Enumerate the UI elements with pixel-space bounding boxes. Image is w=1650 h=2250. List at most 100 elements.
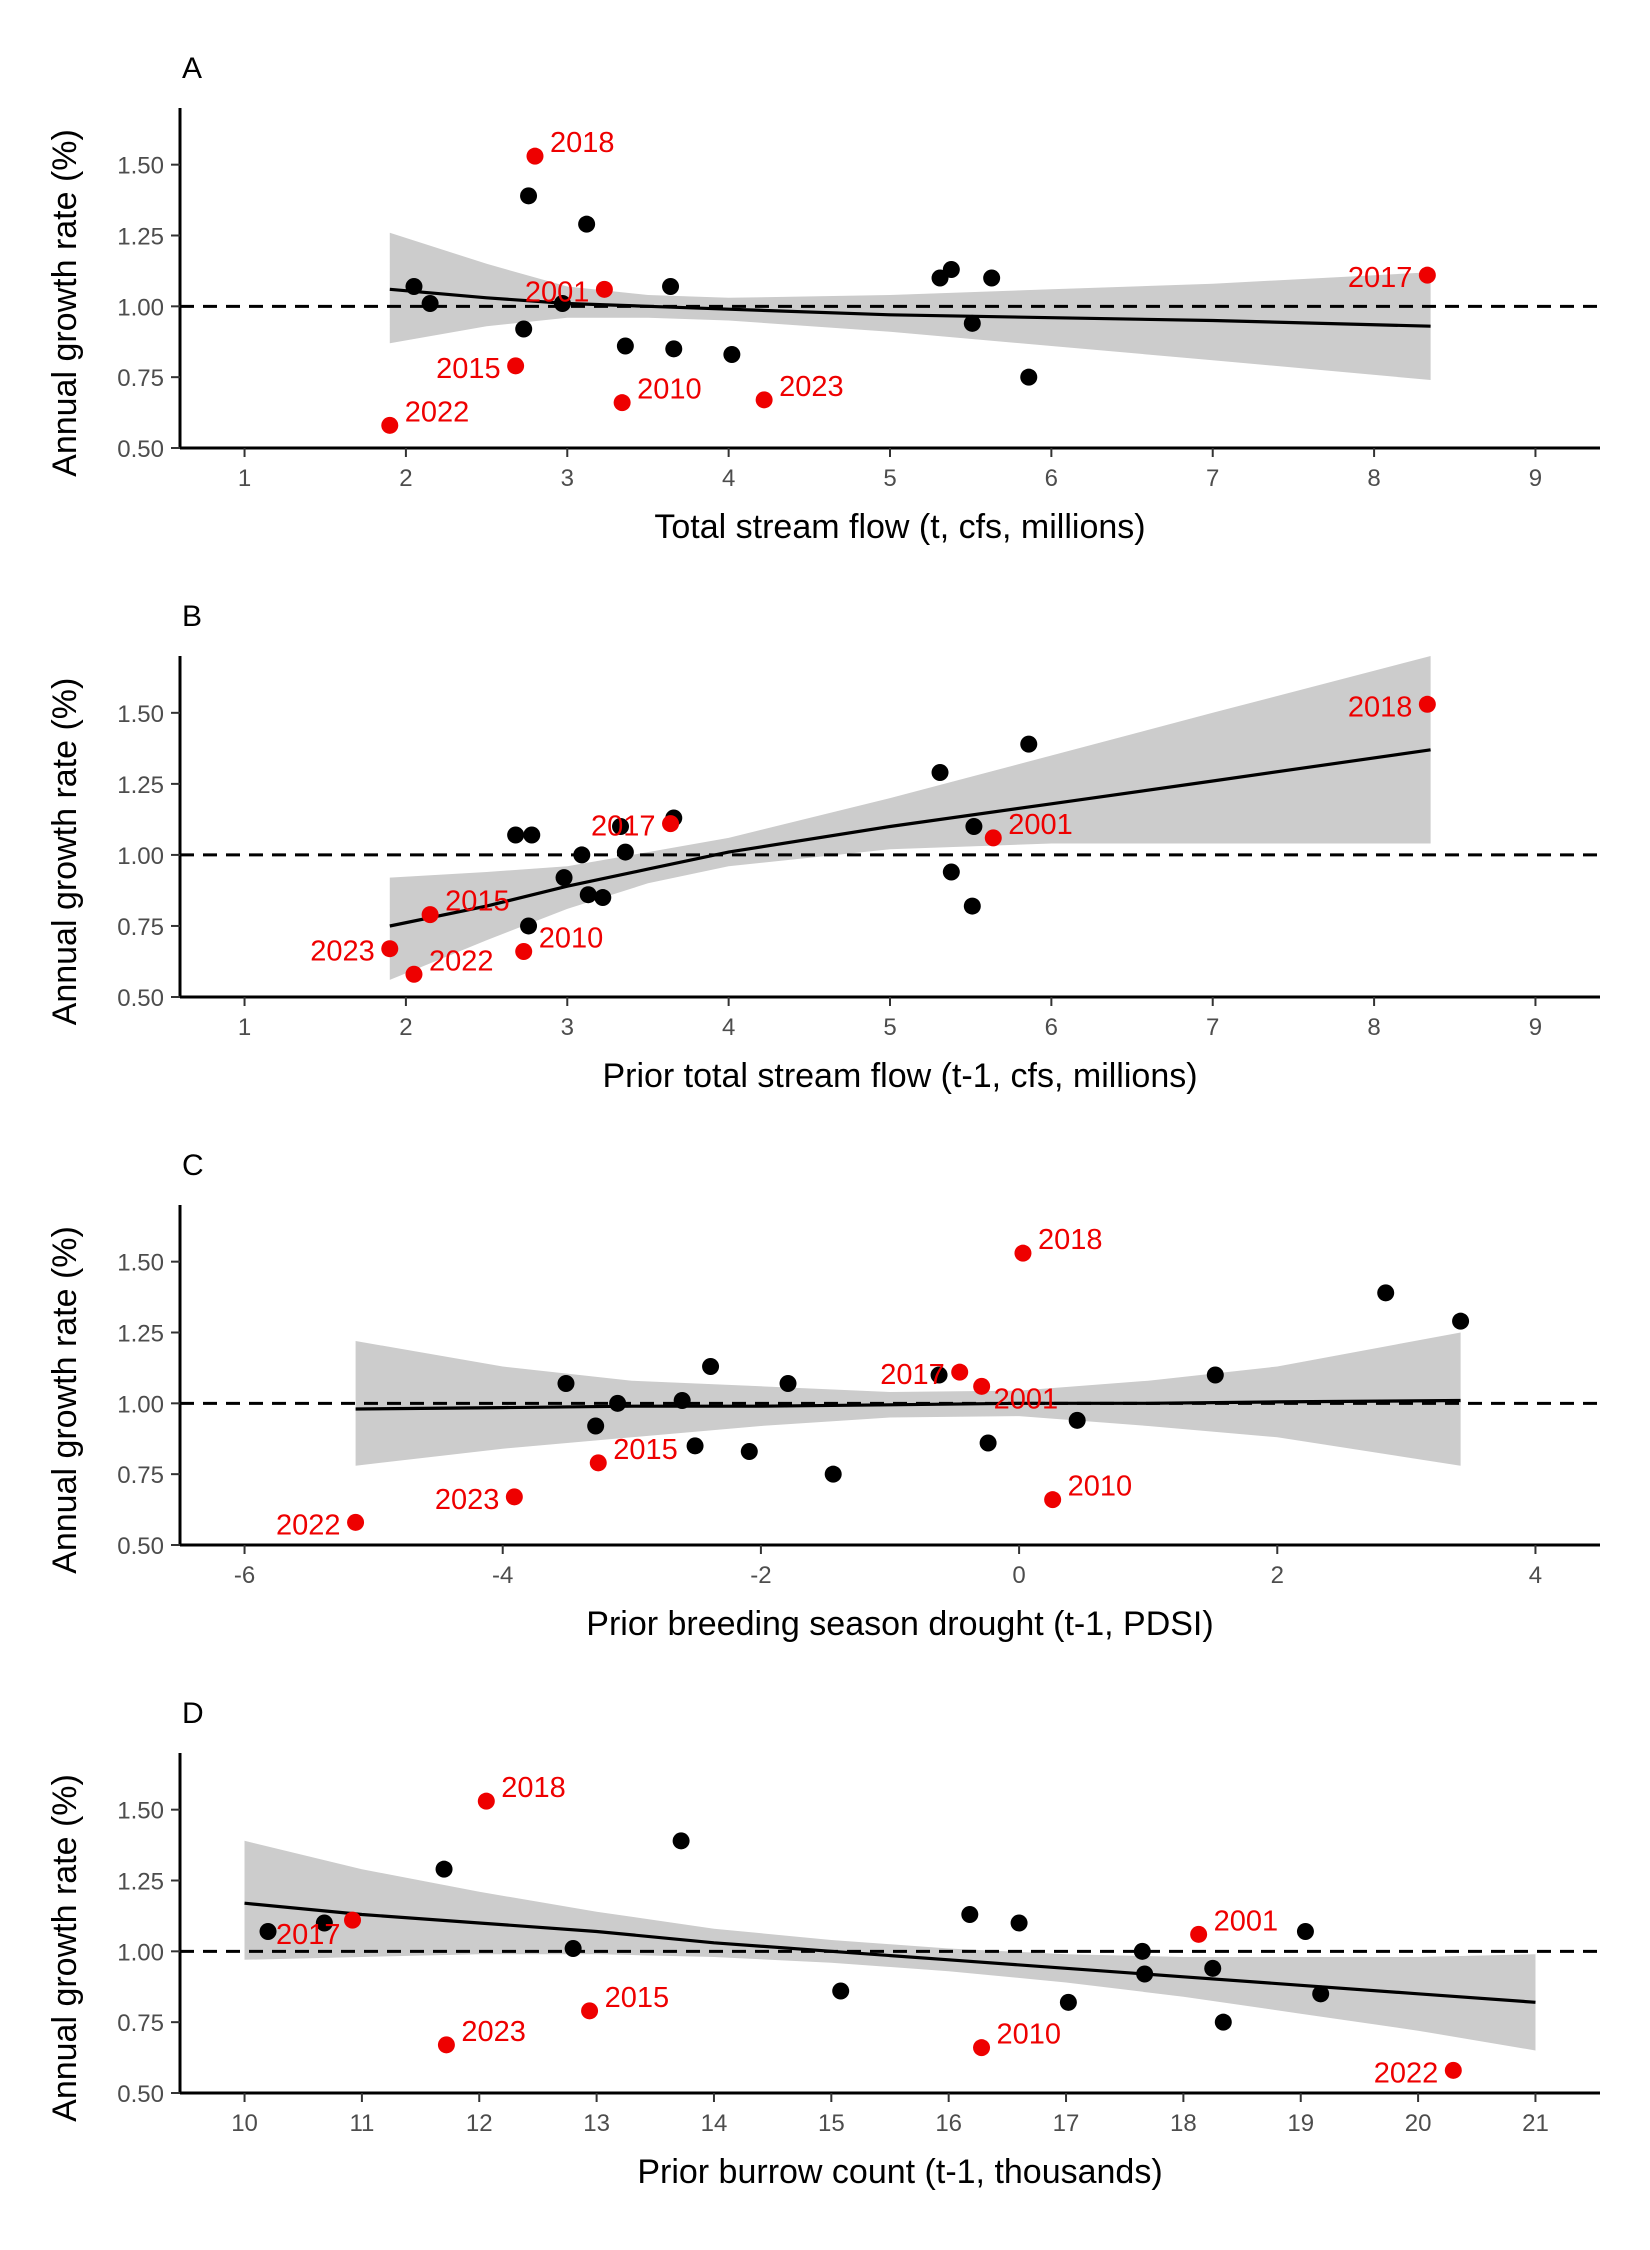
y-tick-label: 1.50 <box>117 1798 164 1825</box>
highlight-point-2015 <box>421 906 439 924</box>
x-tick-label: 7 <box>1206 465 1219 492</box>
data-point <box>963 897 981 915</box>
fit-line <box>355 1398 1461 1411</box>
y-tick-label: 1.00 <box>117 294 164 321</box>
highlight-point-2001 <box>973 1377 991 1395</box>
year-label-2015: 2015 <box>436 353 501 385</box>
data-point <box>1020 735 1038 753</box>
year-label-2001: 2001 <box>1008 809 1073 841</box>
data-point <box>1204 1959 1222 1977</box>
year-label-2023: 2023 <box>461 2016 526 2048</box>
year-label-2018: 2018 <box>1348 691 1413 723</box>
highlight-point-2018 <box>477 1792 495 1810</box>
highlight-point-2023 <box>381 940 399 958</box>
panel-b: 2018 2017 2001 2015 2023 2022 2010 0.50 0.75 1.00… <box>46 600 1600 1095</box>
x-tick-label: 8 <box>1367 1014 1380 1041</box>
data-point <box>665 340 683 358</box>
year-label-2017: 2017 <box>880 1359 945 1391</box>
data-point <box>555 869 573 887</box>
highlight-point-2010 <box>613 394 631 412</box>
confidence-band <box>355 1332 1461 1466</box>
x-tick-label: 11 <box>349 2110 374 2137</box>
x-tick-label: 13 <box>583 2110 610 2137</box>
highlight-point-2017 <box>344 1911 362 1929</box>
year-label-2017: 2017 <box>1348 262 1413 294</box>
x-tick-label: -4 <box>492 1562 513 1589</box>
highlight-point-2022 <box>405 965 423 983</box>
x-tick-label: 19 <box>1287 2110 1314 2137</box>
y-tick-label: 0.50 <box>117 985 164 1012</box>
y-tick-label: 0.50 <box>117 2081 164 2108</box>
year-label-2015: 2015 <box>613 1434 678 1466</box>
data-point <box>612 818 630 835</box>
data-point <box>579 886 597 904</box>
highlight-point-2017 <box>1418 266 1436 284</box>
data-point <box>930 1366 948 1384</box>
data-point <box>832 1982 850 2000</box>
year-label-2023: 2023 <box>779 371 844 403</box>
year-label-2010: 2010 <box>539 923 604 955</box>
data-point <box>1068 1411 1086 1429</box>
fit-line <box>389 287 1431 328</box>
year-label-2022: 2022 <box>276 1509 341 1541</box>
data-point <box>942 261 960 278</box>
fit-line <box>389 748 1431 928</box>
data-point <box>779 1375 797 1392</box>
year-label-2018: 2018 <box>501 1772 566 1804</box>
x-tick-label: 8 <box>1367 465 1380 492</box>
data-point <box>616 843 634 861</box>
highlight-point-2023 <box>437 2036 455 2054</box>
data-point <box>564 1940 582 1957</box>
highlight-point-2022 <box>381 416 399 434</box>
y-axis-title: Annual growth rate (%) <box>46 1226 84 1574</box>
y-tick-label: 1.50 <box>117 1250 164 1277</box>
x-tick-label: 5 <box>883 1014 896 1041</box>
highlight-point-2015 <box>581 2002 599 2020</box>
x-tick-label: 14 <box>701 2110 728 2137</box>
highlight-point-2001 <box>1190 1925 1208 1943</box>
x-axis-title: Prior breeding season drought (t-1, PDSI… <box>586 1605 1213 1643</box>
x-tick-label: 6 <box>1045 465 1058 492</box>
x-tick-label: 2 <box>1271 1562 1284 1589</box>
data-point <box>520 917 538 935</box>
year-label-2010: 2010 <box>1068 1471 1133 1503</box>
y-axis-title: Annual growth rate (%) <box>46 1774 84 2122</box>
data-point <box>931 764 949 782</box>
highlight-point-2010 <box>515 943 533 961</box>
data-point <box>515 320 533 338</box>
y-tick-label: 0.50 <box>117 1533 164 1560</box>
confidence-band <box>244 1840 1536 2051</box>
data-point <box>1452 1312 1470 1330</box>
data-point <box>435 1860 453 1878</box>
x-tick-label: 2 <box>399 1014 412 1041</box>
highlight-point-2018 <box>526 147 544 165</box>
y-tick-label: 1.50 <box>117 153 164 180</box>
x-tick-label: 4 <box>1529 1562 1542 1589</box>
y-axis-title: Annual growth rate (%) <box>46 129 84 477</box>
data-point <box>961 1906 979 1923</box>
highlight-point-2018 <box>1014 1244 1032 1262</box>
year-label-2022: 2022 <box>405 396 470 428</box>
y-tick-label: 0.75 <box>117 914 164 941</box>
data-point <box>507 826 525 844</box>
year-label-2023: 2023 <box>435 1484 500 1516</box>
highlight-point-2010 <box>973 2039 991 2057</box>
data-point <box>702 1358 720 1375</box>
highlight-point-2001 <box>595 280 613 298</box>
x-tick-label: 0 <box>1012 1562 1025 1589</box>
panel-letter: B <box>182 600 202 633</box>
x-tick-label: 21 <box>1522 2110 1549 2137</box>
x-tick-label: 17 <box>1053 2110 1080 2137</box>
year-label-2001: 2001 <box>525 276 590 308</box>
x-tick-label: 18 <box>1170 2110 1197 2137</box>
data-point <box>672 1832 690 1850</box>
data-point <box>557 1375 575 1392</box>
data-point <box>1020 368 1038 386</box>
highlight-point-2017 <box>662 815 680 833</box>
data-point <box>578 215 596 233</box>
x-tick-label: 7 <box>1206 1014 1219 1041</box>
highlight-point-2022 <box>347 1513 365 1531</box>
year-label-2001: 2001 <box>1214 1905 1279 1937</box>
